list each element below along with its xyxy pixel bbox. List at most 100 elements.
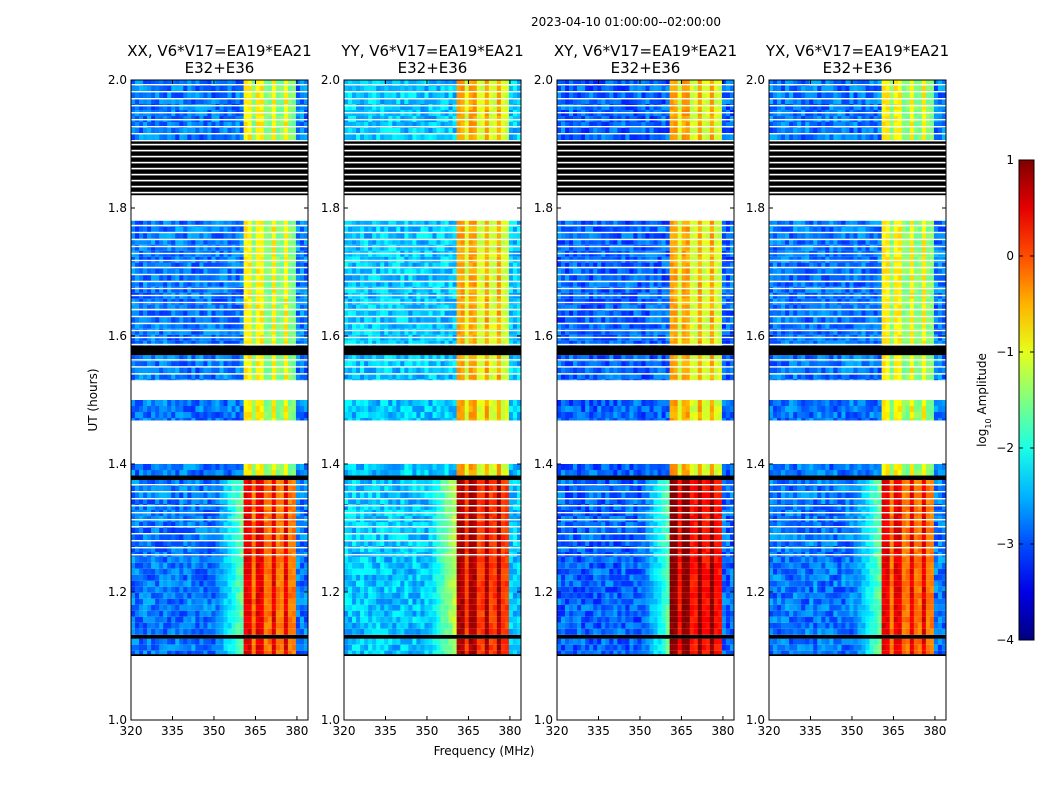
heatmap-cell [223, 418, 228, 421]
heatmap-cell [203, 498, 208, 504]
heatmap-cell [251, 361, 256, 368]
heatmap-cell [139, 622, 144, 629]
heatmap-cell [207, 534, 212, 540]
heatmap-cell [352, 464, 357, 470]
heatmap-cell [279, 134, 285, 140]
heatmap-cell [175, 286, 180, 293]
heatmap-cell [488, 504, 494, 510]
heatmap-cell [388, 616, 393, 623]
heatmap-cell [416, 546, 421, 552]
heatmap-cell [452, 556, 457, 563]
heatmap-cell [392, 480, 397, 486]
blank-row [344, 519, 521, 521]
heatmap-cell [508, 580, 514, 587]
heatmap-cell [243, 528, 248, 534]
heatmap-cell [287, 367, 293, 374]
heatmap-cell [480, 556, 486, 563]
heatmap-cell [452, 580, 457, 587]
heatmap-cell [151, 238, 156, 245]
heatmap-cell [167, 650, 172, 655]
heatmap-cell [384, 480, 389, 486]
heatmap-cell [227, 355, 232, 362]
heatmap-cell [239, 480, 244, 486]
heatmap-cell [287, 522, 293, 528]
heatmap-cell [151, 528, 156, 534]
heatmap-cell [267, 574, 273, 581]
heatmap-cell [159, 562, 164, 569]
heatmap-cell [496, 562, 502, 569]
heatmap-cell [388, 355, 393, 362]
heatmap-cell [191, 134, 196, 140]
heatmap-cell [183, 628, 188, 635]
heatmap-cell [143, 238, 148, 245]
heatmap-cell [155, 556, 160, 563]
heatmap-cell [247, 244, 252, 251]
heatmap-cell [452, 406, 457, 412]
heatmap-cell [372, 486, 377, 492]
heatmap-cell [139, 367, 144, 374]
heatmap-cell [500, 638, 506, 645]
heatmap-cell [496, 486, 502, 492]
heatmap-cell [299, 316, 305, 323]
heatmap-cell [464, 470, 469, 476]
heatmap-cell [299, 610, 305, 617]
heatmap-cell [488, 498, 494, 504]
heatmap-cell [291, 406, 297, 412]
heatmap-cell [279, 226, 285, 233]
heatmap-cell [400, 556, 405, 563]
heatmap-cell [496, 534, 502, 540]
heatmap-cell [376, 540, 381, 546]
heatmap-cell [247, 367, 252, 374]
heatmap-cell [271, 262, 277, 269]
heatmap-cell [396, 568, 401, 575]
heatmap-cell [283, 122, 289, 128]
heatmap-cell [408, 492, 413, 498]
heatmap-cell [243, 98, 248, 104]
heatmap-cell [420, 412, 425, 418]
heatmap-cell [380, 598, 385, 605]
heatmap-cell [239, 412, 244, 418]
heatmap-cell [195, 540, 200, 546]
heatmap-cell [239, 556, 244, 563]
heatmap-cell [428, 604, 433, 611]
heatmap-cell [364, 592, 369, 599]
heatmap-cell [299, 470, 305, 476]
heatmap-cell [416, 492, 421, 498]
heatmap-cell [283, 406, 289, 412]
heatmap-cell [267, 373, 273, 380]
heatmap-cell [143, 373, 148, 380]
heatmap-cell [227, 268, 232, 275]
heatmap-cell [151, 464, 156, 470]
heatmap-cell [151, 622, 156, 629]
heatmap-cell [263, 486, 269, 492]
blank-row [131, 343, 308, 346]
heatmap-cell [155, 355, 160, 362]
heatmap-cell [219, 638, 224, 645]
heatmap-cell [404, 598, 409, 605]
heatmap-cell [223, 367, 228, 374]
heatmap-cell [428, 412, 433, 418]
heatmap-cell [484, 412, 490, 418]
heatmap-cell [143, 580, 148, 587]
heatmap-cell [235, 274, 240, 281]
heatmap-cell [199, 650, 204, 655]
heatmap-cell [460, 644, 465, 651]
heatmap-cell [199, 486, 204, 492]
heatmap-cell [131, 534, 136, 540]
heatmap-cell [251, 367, 256, 374]
heatmap-cell [344, 486, 349, 492]
heatmap-cell [187, 528, 192, 534]
heatmap-cell [516, 522, 521, 528]
heatmap-cell [348, 628, 353, 635]
heatmap-cell [384, 586, 389, 593]
blank-row [344, 547, 521, 549]
heatmap-cell [480, 644, 486, 651]
heatmap-cell [191, 598, 196, 605]
heatmap-cell [283, 262, 289, 269]
heatmap-cell [159, 586, 164, 593]
heatmap-cell [207, 367, 212, 374]
heatmap-cell [368, 604, 373, 611]
heatmap-cell [516, 504, 521, 510]
heatmap-cell [147, 379, 152, 381]
heatmap-cell [239, 134, 244, 140]
